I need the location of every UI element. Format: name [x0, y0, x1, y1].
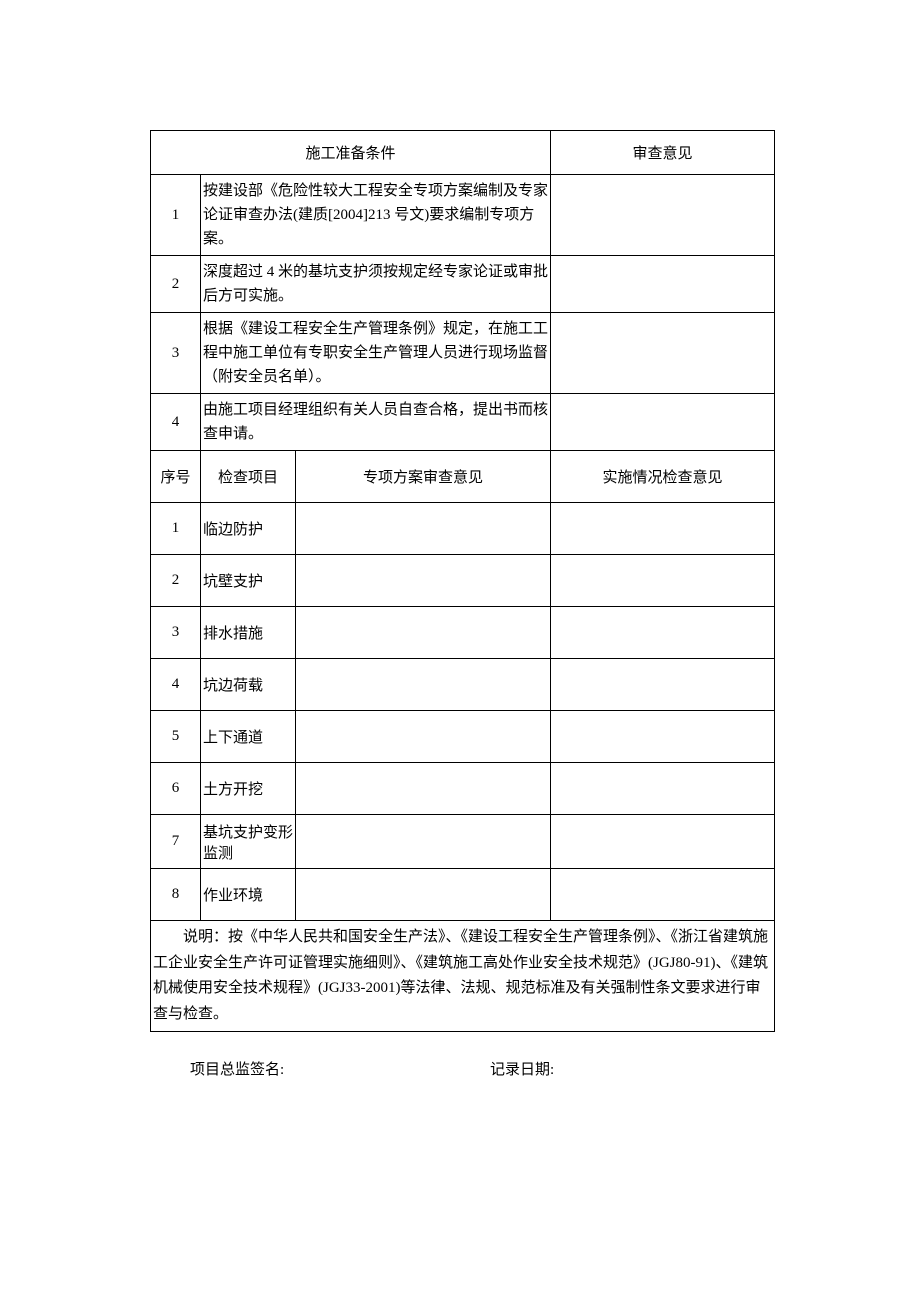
impl-opinion-cell [551, 711, 775, 763]
supervisor-signature-label: 项目总监签名: [190, 1058, 490, 1079]
impl-opinion-cell [551, 503, 775, 555]
impl-opinion-cell [551, 607, 775, 659]
check-num: 7 [151, 815, 201, 869]
prep-row: 1 按建设部《危险性较大工程安全专项方案编制及专家论证审查办法(建质[2004]… [151, 175, 775, 256]
check-item: 基坑支护变形监测 [201, 815, 296, 869]
prep-desc: 由施工项目经理组织有关人员自查合格，提出书而核查申请。 [201, 394, 551, 451]
impl-opinion-header: 实施情况检查意见 [551, 451, 775, 503]
prep-opinion-cell [551, 175, 775, 256]
plan-opinion-cell [296, 815, 551, 869]
prep-conditions-header: 施工准备条件 [151, 131, 551, 175]
plan-opinion-cell [296, 763, 551, 815]
impl-opinion-cell [551, 555, 775, 607]
prep-num: 4 [151, 394, 201, 451]
check-num: 1 [151, 503, 201, 555]
check-num: 3 [151, 607, 201, 659]
prep-opinion-cell [551, 394, 775, 451]
bottom-note-row: 说明：按《中华人民共和国安全生产法》、《建设工程安全生产管理条例》、《浙江省建筑… [151, 921, 775, 1032]
prep-row: 2 深度超过 4 米的基坑支护须按规定经专家论证或审批后方可实施。 [151, 256, 775, 313]
seq-header: 序号 [151, 451, 201, 503]
plan-opinion-cell [296, 659, 551, 711]
plan-opinion-cell [296, 607, 551, 659]
item-header: 检查项目 [201, 451, 296, 503]
check-item: 上下通道 [201, 711, 296, 763]
check-num: 6 [151, 763, 201, 815]
prep-desc: 按建设部《危险性较大工程安全专项方案编制及专家论证审查办法(建质[2004]21… [201, 175, 551, 256]
check-num: 2 [151, 555, 201, 607]
prep-desc: 根据《建设工程安全生产管理条例》规定，在施工工程中施工单位有专职安全生产管理人员… [201, 313, 551, 394]
check-num: 5 [151, 711, 201, 763]
prep-num: 2 [151, 256, 201, 313]
check-item: 排水措施 [201, 607, 296, 659]
check-header-row: 序号 检查项目 专项方案审查意见 实施情况检查意见 [151, 451, 775, 503]
impl-opinion-cell [551, 659, 775, 711]
prep-opinion-cell [551, 256, 775, 313]
impl-opinion-cell [551, 869, 775, 921]
check-row: 7 基坑支护变形监测 [151, 815, 775, 869]
check-row: 3 排水措施 [151, 607, 775, 659]
prep-num: 3 [151, 313, 201, 394]
check-row: 5 上下通道 [151, 711, 775, 763]
prep-opinion-cell [551, 313, 775, 394]
record-date-label: 记录日期: [490, 1058, 775, 1079]
check-item: 临边防护 [201, 503, 296, 555]
check-item: 坑壁支护 [201, 555, 296, 607]
plan-opinion-header: 专项方案审查意见 [296, 451, 551, 503]
signature-line: 项目总监签名: 记录日期: [150, 1058, 775, 1079]
check-item: 作业环境 [201, 869, 296, 921]
plan-opinion-cell [296, 711, 551, 763]
prep-num: 1 [151, 175, 201, 256]
check-row: 4 坑边荷载 [151, 659, 775, 711]
prep-row: 4 由施工项目经理组织有关人员自查合格，提出书而核查申请。 [151, 394, 775, 451]
check-item: 坑边荷载 [201, 659, 296, 711]
plan-opinion-cell [296, 503, 551, 555]
prep-desc: 深度超过 4 米的基坑支护须按规定经专家论证或审批后方可实施。 [201, 256, 551, 313]
plan-opinion-cell [296, 555, 551, 607]
check-row: 2 坑壁支护 [151, 555, 775, 607]
review-opinion-header: 审查意见 [551, 131, 775, 175]
check-row: 1 临边防护 [151, 503, 775, 555]
plan-opinion-cell [296, 869, 551, 921]
header-row: 施工准备条件 审查意见 [151, 131, 775, 175]
prep-row: 3 根据《建设工程安全生产管理条例》规定，在施工工程中施工单位有专职安全生产管理… [151, 313, 775, 394]
impl-opinion-cell [551, 763, 775, 815]
inspection-form-table: 施工准备条件 审查意见 1 按建设部《危险性较大工程安全专项方案编制及专家论证审… [150, 130, 775, 1032]
bottom-note: 说明：按《中华人民共和国安全生产法》、《建设工程安全生产管理条例》、《浙江省建筑… [151, 921, 775, 1032]
check-row: 8 作业环境 [151, 869, 775, 921]
impl-opinion-cell [551, 815, 775, 869]
check-num: 8 [151, 869, 201, 921]
check-num: 4 [151, 659, 201, 711]
check-item: 土方开挖 [201, 763, 296, 815]
check-row: 6 土方开挖 [151, 763, 775, 815]
